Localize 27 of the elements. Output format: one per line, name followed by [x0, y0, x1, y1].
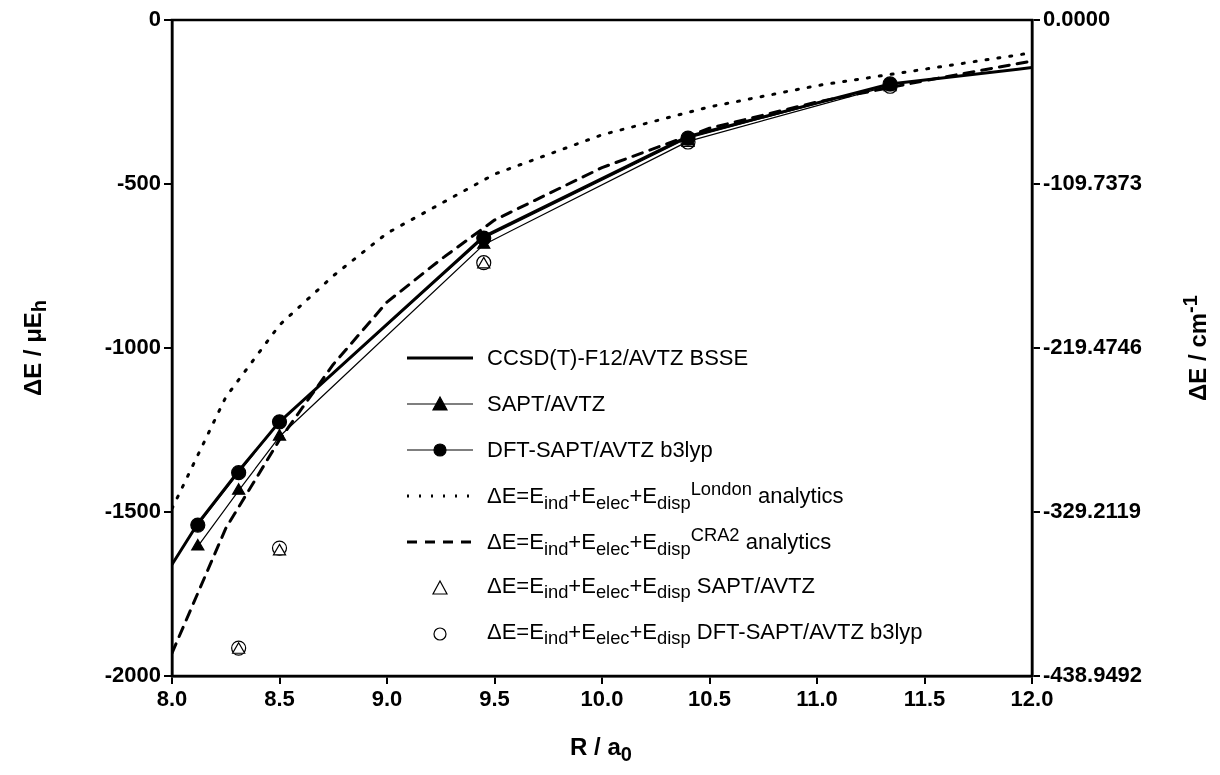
y-tick-label: -500: [116, 170, 161, 196]
x-axis-title: R / a$_{0}$: [570, 733, 632, 766]
x-tick-label: 8.5: [264, 686, 295, 712]
x-tick-label: 12.0: [1010, 686, 1054, 712]
y-tick-label: 0: [148, 6, 161, 32]
legend-label: ΔE=E$_{ind}$+E$_{elec}$+E$_{disp}$$^{London}$ analytics: [487, 478, 844, 514]
x-tick-label: 8.0: [156, 686, 188, 712]
y-tick-label: -2000: [104, 662, 161, 688]
x-tick-label: 11.0: [796, 686, 838, 712]
legend-label: DFT-SAPT/AVTZ b3lyp: [487, 437, 713, 463]
y2-tick-label: -109.7373: [1043, 170, 1143, 196]
legend-label: ΔE=E$_{ind}$+E$_{elec}$+E$_{disp}$ SAPT/AVTZ: [487, 572, 815, 604]
x-tick-label: 10.5: [688, 686, 731, 712]
x-tick-label: 9.5: [479, 686, 510, 712]
x-tick-label: 11.5: [903, 686, 946, 712]
y-tick-label: -1500: [104, 498, 161, 524]
x-tick-label: 10.0: [580, 686, 624, 712]
y2-tick-label: 0.0000: [1043, 6, 1111, 32]
legend-label: ΔE=E$_{ind}$+E$_{elec}$+E$_{disp}$ DFT-SAPT/AVTZ b3lyp: [487, 618, 923, 650]
y2-tick-label: -219.4746: [1043, 334, 1143, 360]
y-tick-label: -1000: [104, 334, 161, 360]
legend-label: ΔE=E$_{ind}$+E$_{elec}$+E$_{disp}$$^{CRA2}$ analytics: [487, 524, 832, 560]
legend-label: SAPT/AVTZ: [487, 391, 606, 417]
legend-label: CCSD(T)-F12/AVTZ BSSE: [487, 345, 749, 371]
y2-tick-label: -329.2119: [1043, 498, 1141, 524]
x-tick-label: 9.0: [371, 686, 403, 712]
y2-tick-label: -438.9492: [1043, 662, 1143, 688]
